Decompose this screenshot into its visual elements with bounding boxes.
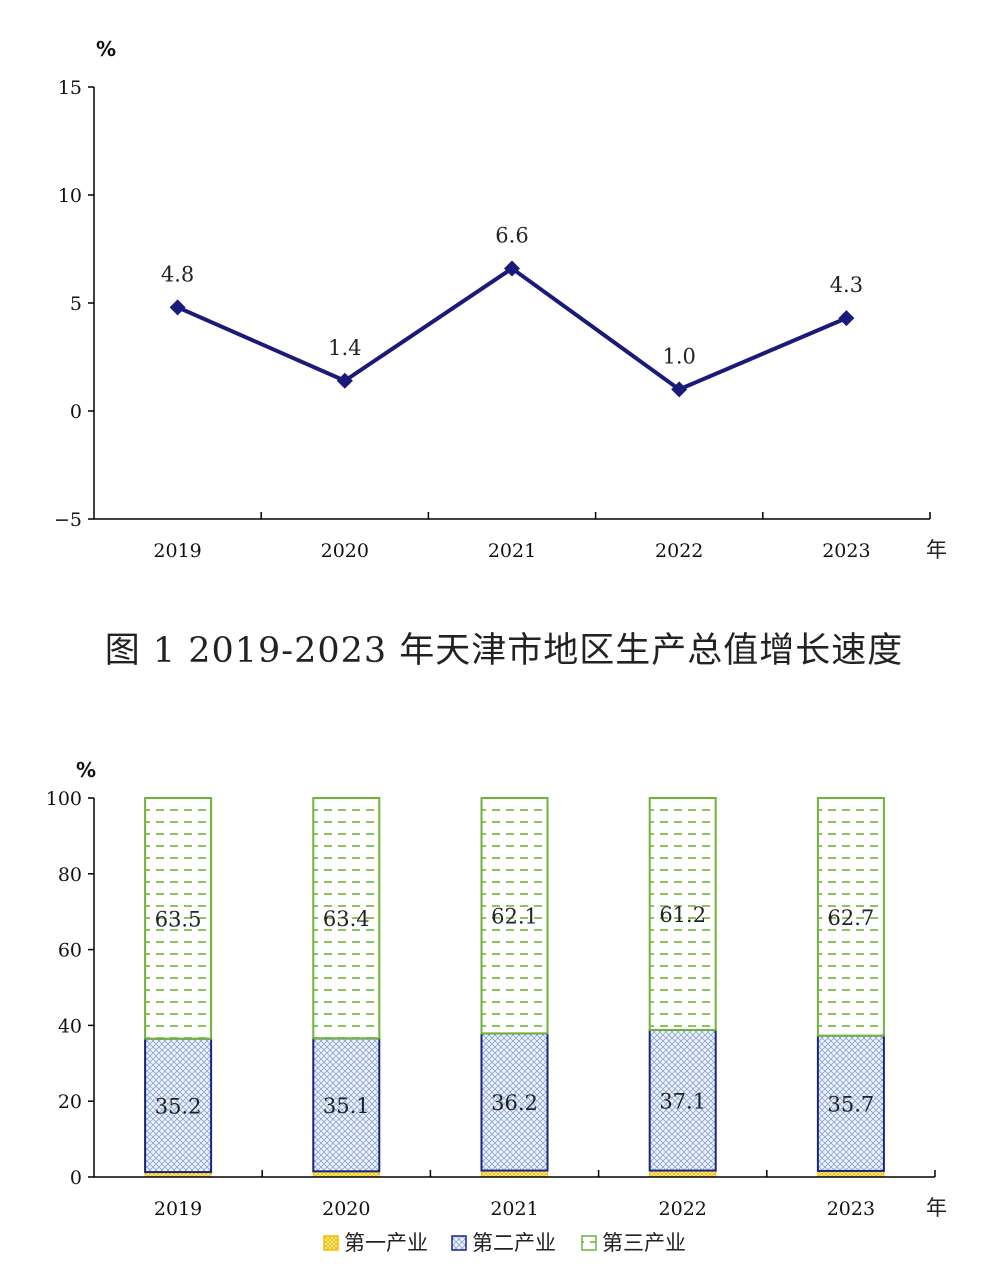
line-y-tick-label: 5 [70, 293, 82, 315]
growth-data-label: 6.6 [495, 223, 528, 247]
line-y-tick-label: 15 [58, 77, 82, 99]
bar-y-tick-label: 80 [58, 864, 82, 886]
growth-data-label: 4.8 [161, 262, 194, 286]
legend-swatch [451, 1235, 467, 1251]
line-x-tick-label: 2022 [655, 540, 703, 562]
legend-label: 第一产业 [344, 1231, 428, 1255]
line-y-tick-label: 10 [58, 185, 82, 207]
bar-chart-legend: 第一产业 第二产业 第三产业 [323, 1231, 686, 1255]
growth-series-line [176, 266, 848, 392]
growth-point-marker [504, 260, 520, 277]
bar-segment-label: 63.4 [323, 907, 370, 931]
bar-x-tick-label: 2019 [154, 1198, 202, 1220]
bar-segment-label: 35.2 [155, 1094, 202, 1118]
line-y-tick-label: −5 [54, 509, 82, 531]
bar-y-tick-label: 100 [46, 788, 82, 810]
line-chart-x-unit: 年 [926, 538, 947, 562]
secondary-industry-segment [648, 1028, 717, 1172]
line-chart-x-ticks: 2019 2020 2021 2022 2023 [153, 512, 931, 562]
bar-segment-label: 61.2 [659, 903, 706, 927]
growth-point-marker [838, 310, 855, 327]
line-x-tick-label: 2021 [488, 540, 536, 562]
bar-chart-bars [144, 797, 885, 1178]
legend-swatch [581, 1235, 597, 1251]
line-y-tick-label: 0 [70, 401, 82, 423]
tertiary-industry-segment [816, 797, 885, 1037]
secondary-industry-segment [816, 1034, 885, 1172]
line-x-tick-label: 2020 [321, 540, 369, 562]
legend-swatch [323, 1235, 339, 1251]
bar-y-tick-label: 20 [58, 1091, 82, 1113]
bar-segment-label: 35.1 [323, 1094, 370, 1118]
bar-segment-label: 62.7 [828, 906, 875, 930]
line-chart-title: 图 1 2019-2023 年天津市地区生产总值增长速度 [105, 631, 904, 671]
bar-chart-x-unit: 年 [926, 1196, 947, 1220]
growth-data-label: 1.0 [662, 344, 695, 368]
bar-segment-label: 62.1 [491, 905, 538, 929]
bar-x-tick-label: 2021 [490, 1198, 538, 1220]
growth-data-labels: 4.8 1.4 6.6 1.0 4.3 [161, 223, 863, 368]
line-x-tick-label: 2023 [822, 540, 870, 562]
bar-chart-x-ticks: 2019 2020 2021 2022 2023 [154, 1170, 936, 1220]
bar-segment-label: 37.1 [659, 1089, 706, 1113]
growth-line-chart: % 15 10 5 0 −5 2019 2020 2021 2022 2023 4.8 1.4 6.… [54, 37, 947, 562]
bar-segment-label: 35.7 [828, 1092, 875, 1116]
tertiary-industry-segment [480, 797, 549, 1035]
line-x-tick-label: 2019 [153, 540, 201, 562]
tertiary-industry-segment [312, 797, 381, 1040]
bar-y-tick-label: 60 [58, 940, 82, 962]
growth-point-marker [336, 372, 353, 389]
bar-segment-label: 36.2 [491, 1091, 538, 1115]
growth-series-points [169, 260, 855, 398]
growth-point-marker [169, 299, 186, 316]
secondary-industry-segment [480, 1032, 549, 1172]
line-chart-unit-label: % [96, 37, 116, 61]
bar-y-tick-label: 0 [70, 1167, 82, 1189]
bar-x-tick-label: 2020 [322, 1198, 370, 1220]
legend-label: 第二产业 [472, 1231, 556, 1255]
growth-data-label: 1.4 [328, 336, 361, 360]
tertiary-industry-segment [144, 797, 213, 1040]
legend-label: 第三产业 [602, 1231, 686, 1255]
bar-chart-y-ticks: 100 80 60 40 20 0 [46, 788, 94, 1189]
bar-chart-data-labels: 35.2 63.5 35.1 63.4 36.2 62.1 37.1 61.2 35.7 62.7 [155, 903, 875, 1118]
secondary-industry-segment [144, 1037, 213, 1174]
bar-segment-label: 63.5 [155, 907, 202, 931]
bar-y-tick-label: 40 [58, 1015, 82, 1037]
growth-point-marker [671, 381, 688, 398]
bar-chart-unit-label: % [76, 758, 96, 782]
tertiary-industry-segment [648, 797, 717, 1031]
growth-data-label: 4.3 [830, 273, 863, 297]
line-chart-y-ticks: 15 10 5 0 −5 [54, 77, 94, 531]
bar-x-tick-label: 2023 [827, 1198, 875, 1220]
bar-x-tick-label: 2022 [659, 1198, 707, 1220]
